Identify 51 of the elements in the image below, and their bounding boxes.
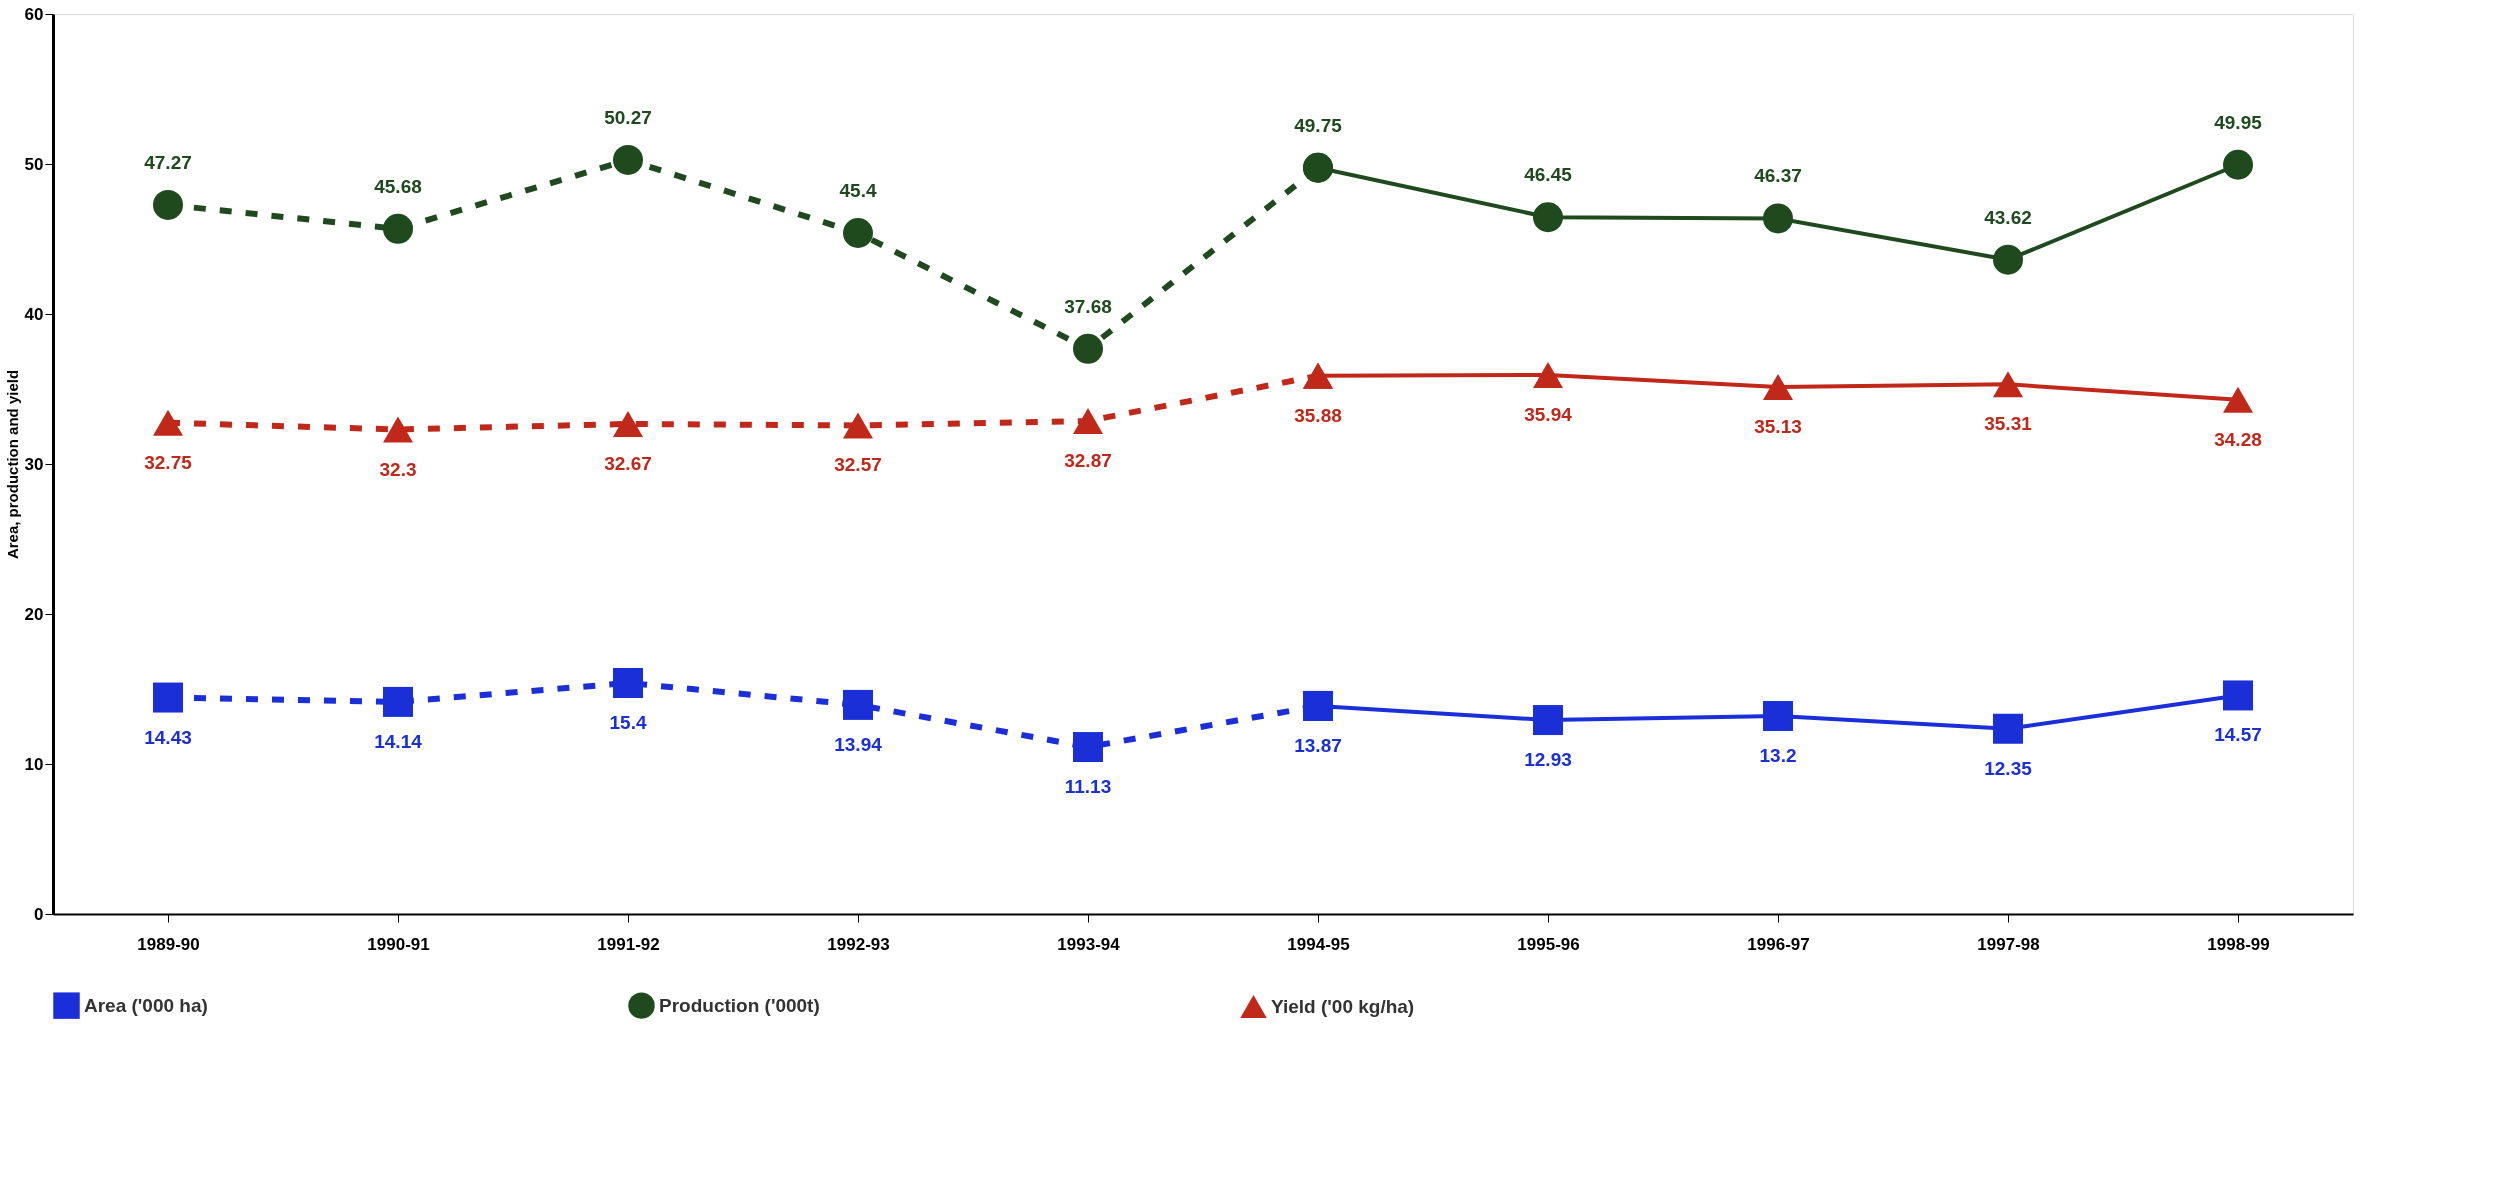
y-tick-label: 30 <box>24 454 44 474</box>
y-tick-label: 60 <box>24 4 44 24</box>
x-tick-label: 1992-93 <box>827 934 890 954</box>
data-label: 50.27 <box>604 106 652 128</box>
data-label: 32.75 <box>144 451 193 473</box>
data-label: 45.68 <box>374 175 422 197</box>
data-label: 46.45 <box>1524 164 1573 186</box>
data-label: 14.14 <box>374 730 423 752</box>
x-tick-label: 1996-97 <box>1747 934 1810 954</box>
data-label: 35.88 <box>1294 404 1342 426</box>
y-tick-label: 0 <box>34 904 44 924</box>
data-label: 13.94 <box>834 733 883 755</box>
x-tick-label: 1989-90 <box>137 934 200 954</box>
x-tick-label: 1995-96 <box>1517 934 1580 954</box>
x-tick-label: 1993-94 <box>1057 934 1121 954</box>
data-label: 32.87 <box>1064 449 1112 471</box>
x-tick-label: 1991-92 <box>597 934 660 954</box>
data-label: 49.95 <box>2214 111 2263 133</box>
legend-label: Production ('000t) <box>659 994 820 1016</box>
data-label: 32.67 <box>604 452 652 474</box>
legend-label: Yield ('00 kg/ha) <box>1271 995 1415 1017</box>
data-label: 12.93 <box>1524 749 1572 771</box>
y-tick-label: 20 <box>24 604 44 624</box>
y-tick-label: 10 <box>24 754 44 774</box>
data-label: 43.62 <box>1984 206 2032 228</box>
y-axis-title: Area, production and yield <box>3 369 21 560</box>
data-label: 14.43 <box>144 726 192 748</box>
data-label: 15.4 <box>609 712 647 733</box>
legend-label: Area ('000 ha) <box>84 994 208 1016</box>
x-tick-label: 1994-95 <box>1287 934 1350 954</box>
data-label: 37.68 <box>1064 295 1112 317</box>
x-tick-label: 1997-98 <box>1977 934 2040 954</box>
y-tick-label: 50 <box>24 154 44 174</box>
data-label: 45.4 <box>839 180 877 201</box>
data-label: 47.27 <box>144 151 192 173</box>
data-label: 35.94 <box>1524 403 1573 425</box>
data-label: 12.35 <box>1984 757 2033 779</box>
data-label: 35.31 <box>1984 413 2033 435</box>
y-tick-label: 40 <box>24 304 44 324</box>
data-label: 49.75 <box>1294 114 1343 136</box>
data-label: 32.57 <box>834 454 882 476</box>
data-label: 13.2 <box>1759 745 1797 766</box>
x-tick-label: 1990-91 <box>367 934 430 954</box>
data-label: 34.28 <box>2214 428 2262 450</box>
x-tick-label: 1998-99 <box>2207 934 2270 954</box>
data-label: 11.13 <box>1064 776 1112 798</box>
data-label: 32.3 <box>379 458 417 480</box>
data-label: 13.87 <box>1294 734 1342 756</box>
data-label: 46.37 <box>1754 165 1802 187</box>
data-label: 35.13 <box>1754 416 1802 438</box>
data-label: 14.57 <box>2214 724 2262 746</box>
